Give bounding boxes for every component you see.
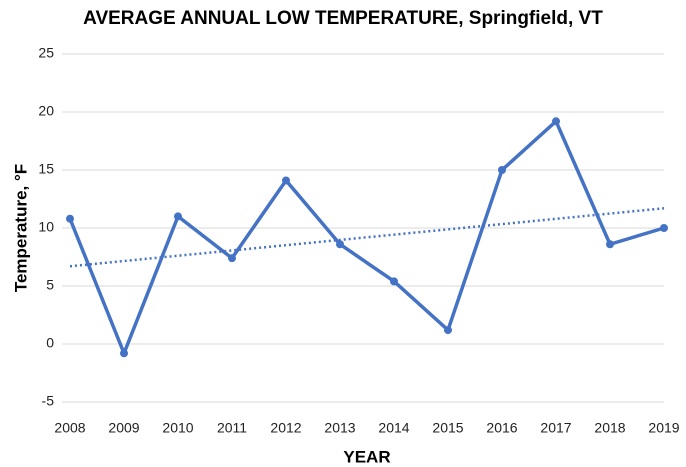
data-point [606,240,614,249]
x-tick-label: 2018 [594,420,625,436]
chart-title: AVERAGE ANNUAL LOW TEMPERATURE, Springfi… [83,8,603,29]
x-tick-label: 2008 [54,420,85,436]
x-tick-label: 2012 [270,420,301,436]
x-tick-label: 2016 [486,420,517,436]
y-tick-label: 15 [38,161,54,177]
y-axis-label: Temperature, °F [11,164,30,292]
data-point [282,176,290,185]
y-tick-label: 25 [38,45,54,61]
series-line [68,119,665,356]
data-point [336,240,344,249]
x-tick-label: 2015 [432,420,463,436]
x-tick-label: 2010 [162,420,193,436]
x-tick-label: 2013 [324,420,355,436]
data-point [66,214,74,223]
x-tick-label: 2019 [648,420,679,436]
y-tick-label: 20 [38,103,54,119]
x-tick-label: 2011 [217,420,247,436]
x-tick-label: 2017 [540,420,571,436]
y-tick-label: 10 [38,219,54,235]
data-point [444,326,452,335]
trendline [69,207,665,268]
data-point [174,212,182,221]
x-axis-label: YEAR [343,447,390,466]
x-tick-label: 2009 [108,420,139,436]
x-tick-label: 2014 [378,420,409,436]
data-point [552,117,560,126]
data-point [660,224,668,232]
data-point [228,254,236,263]
y-tick-label: -5 [42,393,55,409]
data-point [390,277,398,286]
data-point [120,349,128,358]
y-tick-label: 0 [46,335,54,351]
data-point [498,166,506,174]
y-tick-label: 5 [46,277,54,293]
